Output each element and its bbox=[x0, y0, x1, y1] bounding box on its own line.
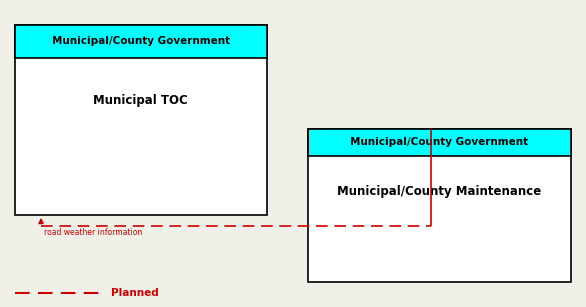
Text: Municipal/County Maintenance: Municipal/County Maintenance bbox=[338, 185, 541, 198]
Text: Municipal/County Government: Municipal/County Government bbox=[350, 137, 529, 147]
Bar bbox=[15, 25, 267, 215]
Text: road weather information: road weather information bbox=[44, 228, 142, 237]
Bar bbox=[15, 25, 267, 58]
Text: Planned: Planned bbox=[111, 288, 159, 298]
Text: Municipal TOC: Municipal TOC bbox=[93, 94, 188, 107]
Bar bbox=[308, 129, 571, 282]
Text: Municipal/County Government: Municipal/County Government bbox=[52, 36, 230, 46]
Bar bbox=[308, 129, 571, 156]
